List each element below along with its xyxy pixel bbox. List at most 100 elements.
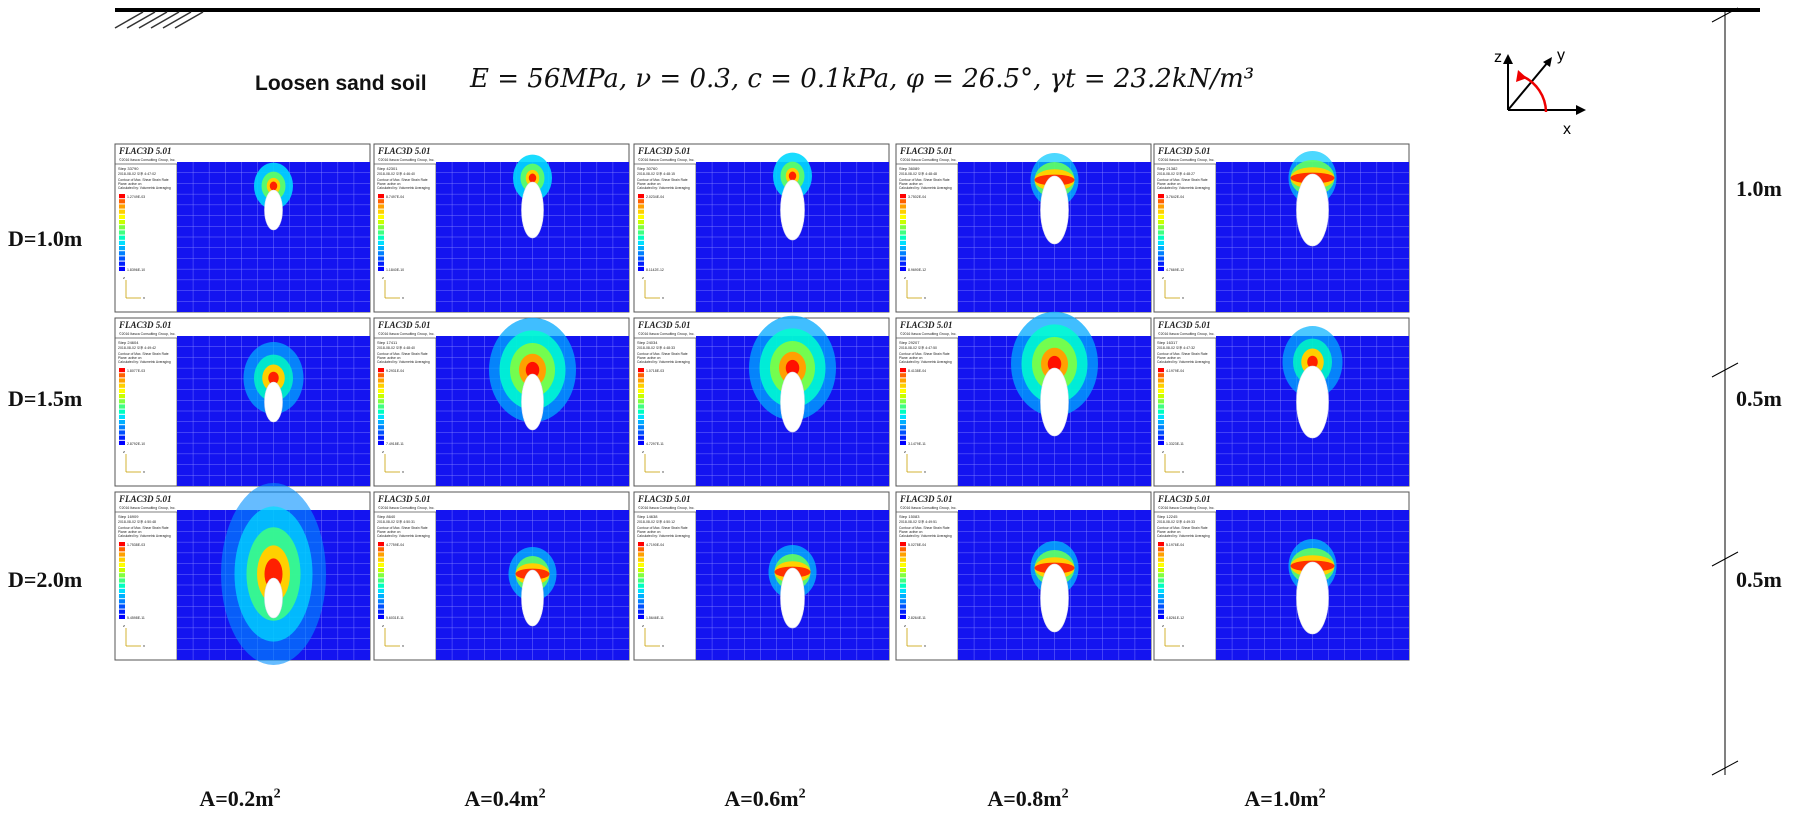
legend-subtitle-1: Plane: active on	[637, 182, 661, 186]
legend-swatch	[900, 583, 906, 588]
date-text: 2018-08-02 오후 4:50:48	[118, 519, 156, 524]
row-label-3: D=2.0m	[8, 567, 83, 592]
cavity	[521, 181, 544, 239]
legend-swatch	[638, 199, 644, 204]
legend-swatch	[378, 614, 384, 619]
flac3d-panel: FLAC3D 5.01 ©2016 Itasca Consulting Group…	[114, 317, 371, 487]
legend-swatch	[900, 230, 906, 235]
legend-swatch	[378, 542, 384, 547]
legend-swatch	[638, 568, 644, 573]
legend-max-value: 1.2749E-03	[127, 195, 145, 199]
axis-x-label: x	[1563, 121, 1571, 138]
cavity	[780, 567, 805, 629]
col-label-1-text: A=0.2m	[199, 786, 274, 811]
software-title: FLAC3D 5.01	[637, 494, 691, 504]
date-text: 2018-08-02 오후 4:49:51	[899, 519, 937, 524]
legend-swatch	[119, 246, 125, 251]
strain-contour	[268, 371, 279, 385]
mini-axis-x-label: x	[662, 643, 664, 648]
ground-hatch	[114, 11, 204, 29]
software-title: FLAC3D 5.01	[118, 494, 172, 504]
legend-swatch	[638, 225, 644, 230]
flac3d-panel: FLAC3D 5.01 ©2016 Itasca Consulting Group…	[633, 143, 890, 313]
legend-swatch	[638, 435, 644, 440]
legend-swatch	[1158, 399, 1164, 404]
legend-swatch	[1158, 251, 1164, 256]
date-text: 2018-08-02 오후 4:47:32	[1157, 345, 1195, 350]
legend-max-value: 2.0234E-04	[646, 195, 664, 199]
legend-swatch	[1158, 552, 1164, 557]
legend-swatch	[1158, 266, 1164, 271]
legend-swatch	[900, 204, 906, 209]
legend-swatch	[1158, 568, 1164, 573]
legend-swatch	[378, 225, 384, 230]
company-text: ©2016 Itasca Consulting Group, Inc.	[900, 506, 956, 510]
step-text: Step 36089	[899, 166, 920, 171]
legend-swatch	[900, 440, 906, 445]
legend-swatch	[119, 604, 125, 609]
legend-swatch	[378, 378, 384, 383]
legend-swatch	[378, 240, 384, 245]
mini-axis-x-label: x	[924, 643, 926, 648]
legend-swatch	[378, 368, 384, 373]
legend-swatch	[638, 547, 644, 552]
legend-max-value: 4.7190E-04	[646, 543, 664, 547]
legend-swatch	[638, 420, 644, 425]
mini-axis-x-label: x	[1182, 295, 1184, 300]
mini-axis-x-label: x	[143, 643, 145, 648]
legend-swatch	[638, 599, 644, 604]
legend-swatch	[638, 542, 644, 547]
legend-swatch	[119, 373, 125, 378]
col-label-1: A=0.2m2	[130, 786, 350, 812]
legend-title: Contour of Max. Shear Strain Rate	[637, 526, 688, 530]
legend-max-value: 4.7759E-04	[386, 543, 404, 547]
legend-subtitle-2: Calculated by: Volumetric Averaging	[899, 186, 952, 190]
legend-swatch	[900, 547, 906, 552]
legend-subtitle-2: Calculated by: Volumetric Averaging	[1157, 534, 1210, 538]
date-text: 2018-08-02 오후 4:48:40	[377, 345, 415, 350]
legend-swatch	[119, 414, 125, 419]
date-text: 2018-08-02 오후 4:48:48	[899, 171, 937, 176]
col-label-5: A=1.0m2	[1175, 786, 1395, 812]
legend-title: Contour of Max. Shear Strain Rate	[899, 526, 950, 530]
step-text: Step 17411	[377, 340, 398, 345]
mini-axis-z-label: z	[1162, 275, 1164, 280]
cavity	[1040, 175, 1069, 245]
legend-swatch	[638, 578, 644, 583]
legend-title: Contour of Max. Shear Strain Rate	[899, 352, 950, 356]
legend-swatch	[378, 599, 384, 604]
legend-swatch	[900, 578, 906, 583]
legend-subtitle-1: Plane: active on	[899, 182, 923, 186]
legend-swatch	[900, 199, 906, 204]
legend-swatch	[119, 214, 125, 219]
legend-swatch	[378, 573, 384, 578]
legend-swatch	[378, 440, 384, 445]
legend-swatch	[1158, 209, 1164, 214]
legend-swatch	[119, 378, 125, 383]
legend-title: Contour of Max. Shear Strain Rate	[899, 178, 950, 182]
step-text: Step 24034	[637, 340, 658, 345]
col-label-3-sup: 2	[798, 786, 806, 802]
legend-swatch	[119, 261, 125, 266]
legend-swatch	[900, 399, 906, 404]
software-title: FLAC3D 5.01	[899, 494, 953, 504]
legend-swatch	[119, 383, 125, 388]
legend-swatch	[378, 235, 384, 240]
mini-axis-z-label: z	[904, 449, 906, 454]
legend-swatch	[900, 614, 906, 619]
soil-type-label: Loosen sand soil	[255, 72, 427, 95]
legend-swatch	[1158, 240, 1164, 245]
software-title: FLAC3D 5.01	[637, 320, 691, 330]
company-text: ©2016 Itasca Consulting Group, Inc.	[378, 506, 434, 510]
legend-swatch	[378, 588, 384, 593]
flac3d-panel: FLAC3D 5.01 ©2016 Itasca Consulting Group…	[373, 491, 630, 661]
legend-swatch	[900, 194, 906, 199]
legend-swatch	[1158, 542, 1164, 547]
company-text: ©2016 Itasca Consulting Group, Inc.	[119, 332, 175, 336]
col-label-4-sup: 2	[1061, 786, 1069, 802]
legend-swatch	[638, 394, 644, 399]
legend-swatch	[378, 414, 384, 419]
legend-swatch	[900, 409, 906, 414]
row-label-1: D=1.0m	[8, 226, 83, 251]
legend-min-value: 1.3323E-11	[1166, 442, 1184, 446]
